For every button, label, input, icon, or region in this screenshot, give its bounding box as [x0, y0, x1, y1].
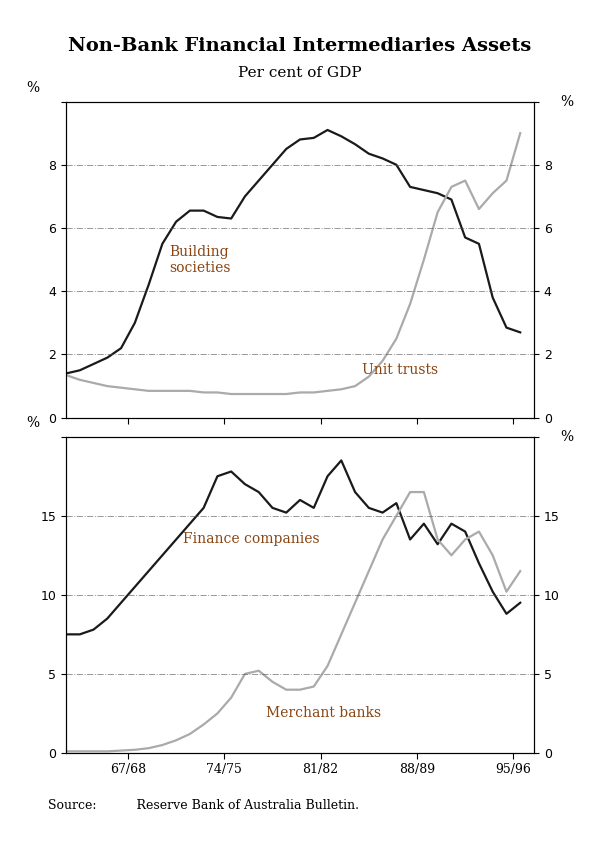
Y-axis label: %: % — [560, 431, 574, 444]
Y-axis label: %: % — [26, 81, 40, 96]
Y-axis label: %: % — [560, 96, 574, 109]
Text: Source:          Reserve Bank of Australia Bulletin.: Source: Reserve Bank of Australia Bullet… — [48, 799, 359, 812]
Y-axis label: %: % — [26, 416, 40, 431]
Text: Non-Bank Financial Intermediaries Assets: Non-Bank Financial Intermediaries Assets — [68, 37, 532, 55]
Text: Merchant banks: Merchant banks — [266, 706, 381, 721]
Text: Finance companies: Finance companies — [183, 532, 320, 547]
Text: Unit trusts: Unit trusts — [362, 363, 438, 377]
Text: Per cent of GDP: Per cent of GDP — [238, 66, 362, 80]
Text: Building
societies: Building societies — [169, 244, 231, 275]
